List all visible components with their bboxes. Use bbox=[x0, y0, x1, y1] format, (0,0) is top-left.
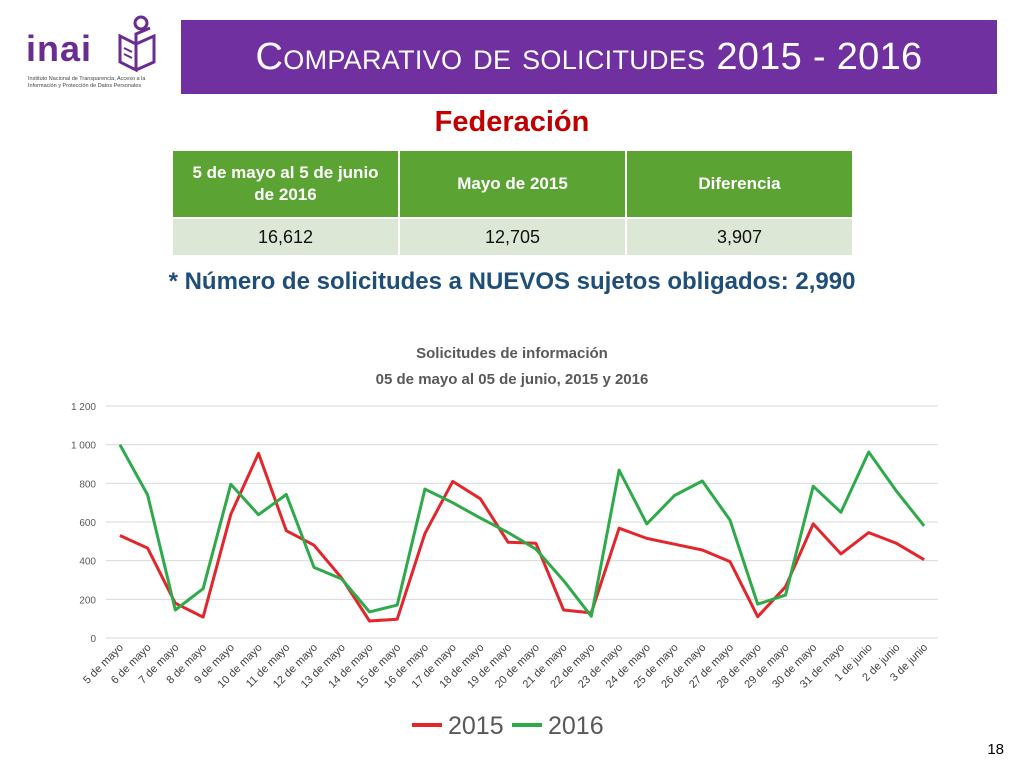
legend-label-2016: 2016 bbox=[548, 712, 604, 740]
y-tick-label: 800 bbox=[79, 479, 96, 490]
summary-value-difference: 3,907 bbox=[625, 217, 854, 257]
summary-table-header-row: 5 de mayo al 5 de junio de 2016 Mayo de … bbox=[171, 149, 854, 219]
series-line-2016 bbox=[118, 443, 926, 618]
summary-header-difference: Diferencia bbox=[625, 149, 854, 219]
y-tick-label: 200 bbox=[79, 595, 96, 606]
inai-logo: inai Instituto Nacional de Transparencia… bbox=[22, 14, 172, 98]
page-title: Comparativo de solicitudes 2015 - 2016 bbox=[256, 36, 923, 79]
y-tick-label: 600 bbox=[79, 518, 96, 529]
line-chart: Solicitudes de información 05 de mayo al … bbox=[71, 345, 938, 740]
y-tick-label: 400 bbox=[79, 557, 96, 568]
summary-table-row: 16,612 12,705 3,907 bbox=[171, 217, 854, 257]
summary-value-2016: 16,612 bbox=[171, 217, 400, 257]
y-tick-label: 0 bbox=[90, 634, 96, 645]
logo-symbol-icon bbox=[118, 15, 156, 73]
new-subjects-note: * Número de solicitudes a NUEVOS sujetos… bbox=[168, 268, 856, 295]
series-line-2015 bbox=[119, 451, 925, 623]
chart-title: Solicitudes de información bbox=[416, 345, 608, 362]
y-tick-label: 1 200 bbox=[71, 402, 96, 413]
logo-caption: Instituto Nacional de Transparencia, Acc… bbox=[28, 76, 146, 89]
y-tick-label: 1 000 bbox=[71, 441, 96, 452]
chart-subtitle: 05 de mayo al 05 de junio, 2015 y 2016 bbox=[376, 371, 649, 388]
logo-wordmark: inai bbox=[26, 28, 93, 69]
summary-header-period-2016: 5 de mayo al 5 de junio de 2016 bbox=[171, 149, 400, 219]
page-title-text: Comparativo de solicitudes bbox=[255, 35, 706, 78]
summary-table: 5 de mayo al 5 de junio de 2016 Mayo de … bbox=[171, 149, 854, 257]
summary-value-2015: 12,705 bbox=[398, 217, 627, 257]
summary-header-period-2015: Mayo de 2015 bbox=[398, 149, 627, 219]
title-banner: Comparativo de solicitudes 2015 - 2016 bbox=[181, 20, 997, 94]
page-number: 18 bbox=[987, 741, 1004, 758]
legend-label-2015: 2015 bbox=[448, 712, 504, 740]
section-subtitle: Federación bbox=[434, 106, 590, 138]
page-title-years: 2015 - 2016 bbox=[716, 35, 923, 78]
